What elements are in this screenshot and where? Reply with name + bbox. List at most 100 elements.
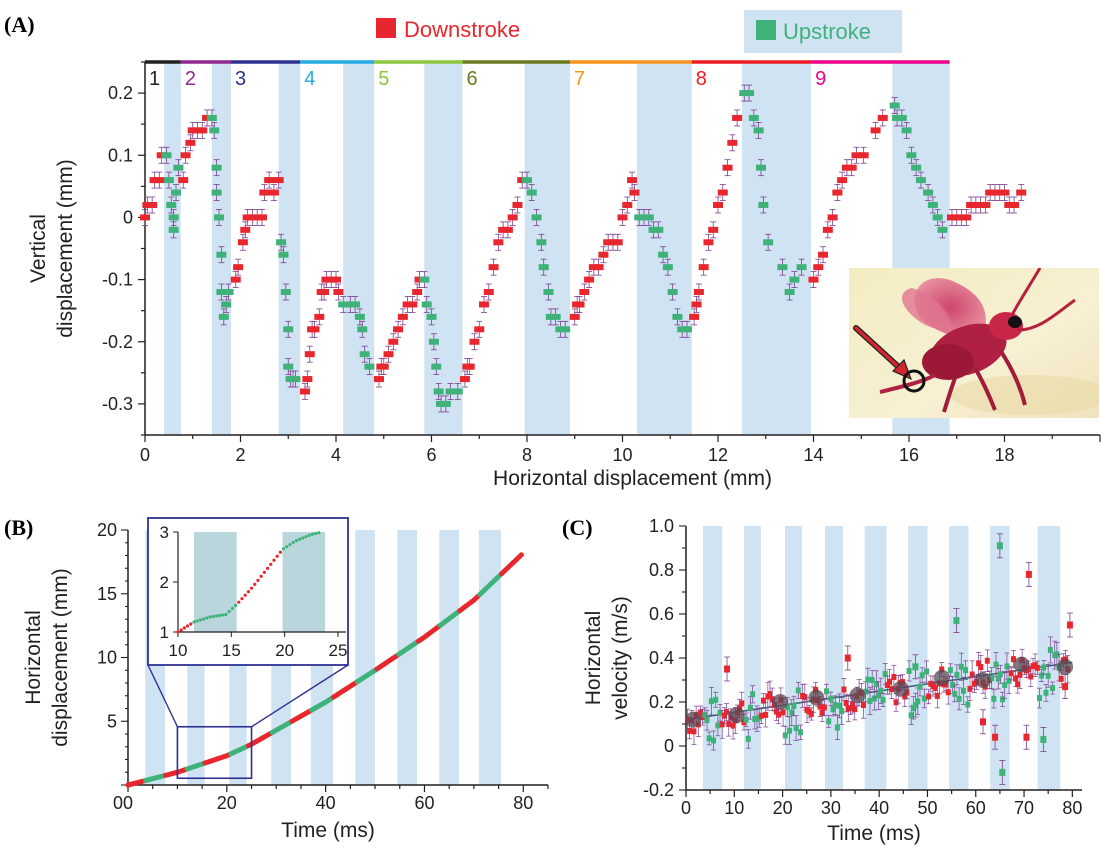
cycle-mean-marker (1057, 658, 1074, 675)
inset-downstroke-point (250, 586, 254, 590)
upstroke-band-1 (702, 526, 723, 790)
y-tick-label: 0.2 (108, 83, 133, 103)
inset-downstroke-point (272, 558, 276, 562)
marker (1023, 733, 1030, 741)
marker (154, 177, 165, 184)
inset-upstroke-point (230, 606, 234, 611)
marker (421, 301, 432, 308)
marker (598, 251, 609, 258)
downstroke-point (488, 258, 499, 276)
stroke-number-5: 5 (378, 68, 389, 90)
downstroke-point (851, 146, 862, 164)
inset-downstroke-point (182, 626, 186, 630)
upstroke-point (826, 714, 832, 728)
marker (702, 712, 708, 719)
marker (747, 704, 753, 711)
upstroke-point (522, 171, 532, 189)
upstroke-point (354, 308, 365, 326)
marker (543, 289, 554, 296)
inset-x-tick-label: 15 (222, 641, 241, 660)
marker (240, 226, 251, 233)
downstroke-point (147, 196, 158, 214)
marker (934, 692, 940, 699)
y-tick-label: 20 (97, 520, 117, 540)
marker (927, 201, 938, 208)
upstroke-band-6 (524, 62, 570, 435)
marker (168, 226, 179, 233)
inset-downstroke-point (262, 570, 266, 574)
stroke-number-6: 6 (467, 68, 478, 90)
upstroke-band-9 (478, 530, 502, 785)
downstroke-point (877, 109, 888, 127)
downstroke-point (314, 308, 325, 326)
marker (830, 706, 836, 713)
marker (717, 709, 723, 716)
marker (744, 90, 755, 97)
marker (256, 214, 267, 221)
x-tick-label: 16 (899, 445, 919, 465)
marker (860, 702, 866, 709)
upstroke-point (672, 308, 683, 326)
marker (163, 177, 174, 184)
marker (980, 201, 991, 208)
downstroke-point (698, 258, 709, 276)
inset-downstroke-point (186, 624, 190, 628)
upstroke-point (280, 283, 291, 301)
marker (730, 722, 736, 729)
marker (739, 700, 745, 707)
marker (844, 654, 851, 662)
upstroke-point (1041, 660, 1047, 675)
marker (206, 114, 217, 121)
marker (493, 239, 504, 246)
marker (837, 177, 848, 184)
upstroke-point (658, 246, 669, 264)
marker (703, 239, 714, 246)
x-tick-label: 0 (681, 798, 691, 818)
marker (693, 289, 704, 296)
stroke-number-1: 1 (149, 68, 160, 90)
marker (373, 376, 384, 383)
upstroke-point (1045, 664, 1051, 688)
marker (691, 301, 702, 308)
marker (1066, 621, 1073, 629)
upstroke-point (431, 358, 442, 376)
marker (350, 301, 361, 308)
marker (1025, 570, 1032, 578)
downstroke-point (761, 693, 767, 709)
marker (901, 127, 912, 134)
marker (397, 313, 408, 320)
upstroke-point (550, 308, 561, 326)
downstroke-point (493, 233, 504, 251)
upstroke-point (538, 258, 549, 276)
marker (526, 189, 537, 196)
downstroke-point (383, 345, 394, 363)
marker (309, 326, 320, 333)
stroke-number-8: 8 (696, 68, 707, 90)
marker (612, 239, 623, 246)
y-axis-title-line: displacement (mm) (54, 159, 77, 338)
upstroke-point (782, 726, 788, 745)
inset-downstroke-point (278, 550, 282, 554)
downstroke-point (304, 345, 315, 363)
marker (722, 164, 733, 171)
marker (706, 735, 712, 742)
downstroke-point (474, 320, 485, 338)
marker (963, 667, 969, 674)
marker (819, 709, 825, 716)
marker (1040, 735, 1047, 743)
marker (724, 665, 731, 673)
downstroke-outlier (992, 724, 999, 750)
downstroke-point (240, 221, 251, 239)
marker (912, 663, 919, 671)
marker (1015, 681, 1021, 688)
velocity-points (684, 533, 1074, 785)
marker (953, 617, 960, 625)
cycle-mean-marker (849, 687, 866, 704)
upstroke-band-5 (424, 62, 463, 435)
upstroke-point (913, 692, 919, 718)
marker (412, 289, 423, 296)
marker (168, 214, 179, 221)
inset-upstroke-point (288, 542, 292, 547)
upstroke-point (1000, 691, 1006, 707)
